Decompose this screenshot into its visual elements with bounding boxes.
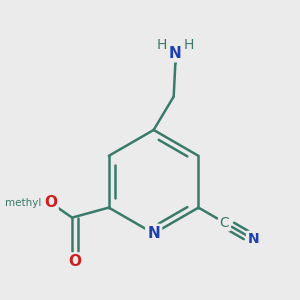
Text: H: H: [157, 38, 167, 52]
Text: N: N: [248, 232, 259, 246]
Text: C: C: [220, 216, 230, 230]
Text: O: O: [44, 195, 57, 210]
Text: N: N: [169, 46, 182, 61]
Text: N: N: [147, 226, 160, 241]
Text: O: O: [69, 254, 82, 269]
Text: H: H: [184, 38, 194, 52]
Text: methyl: methyl: [5, 198, 42, 208]
